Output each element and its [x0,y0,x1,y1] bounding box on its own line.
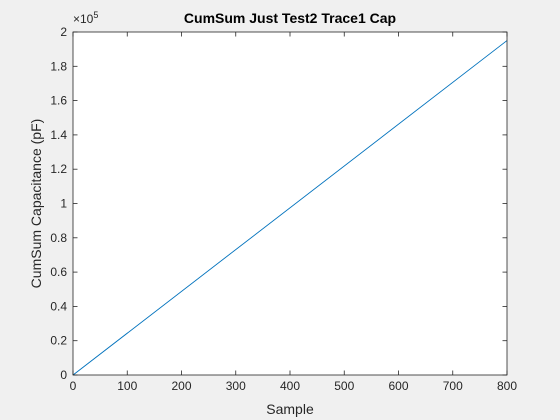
x-axis-ticks: 0 100 200 300 400 500 600 700 800 [70,32,517,393]
x-tick-label: 600 [388,379,408,393]
x-tick-label: 700 [443,379,463,393]
y-axis-title: CumSum Capacitance (pF) [28,119,44,289]
x-tick-label: 300 [226,379,246,393]
data-series-line [73,40,508,375]
x-tick-label: 200 [171,379,191,393]
y-tick-label: 1.2 [50,162,67,176]
y-axis-exponent-base: ×10 [73,12,94,26]
x-tick-label: 400 [280,379,300,393]
x-tick-label: 100 [117,379,137,393]
y-tick-label: 2 [60,25,67,39]
y-tick-label: 1.4 [50,128,67,142]
y-tick-label: 0.8 [50,231,67,245]
y-tick-label: 0.6 [50,265,67,279]
y-tick-label: 0.2 [50,334,67,348]
x-tick-label: 800 [497,379,517,393]
chart-title: CumSum Just Test2 Trace1 Cap [184,10,396,26]
y-tick-label: 1 [60,197,67,211]
x-axis-title: Sample [266,401,314,417]
y-axis-exponent: ×105 [73,10,98,26]
axes-background [73,32,507,375]
series-layer [73,40,508,375]
y-axis-ticks: 0 0.2 0.4 0.6 0.8 1 1.2 1.4 1.6 1.8 2 [50,25,507,382]
y-tick-label: 0 [60,368,67,382]
x-tick-label: 0 [70,379,77,393]
y-tick-label: 1.8 [50,59,67,73]
y-axis-exponent-power: 5 [93,10,98,20]
y-tick-label: 1.6 [50,94,67,108]
y-tick-label: 0.4 [50,299,67,313]
x-tick-label: 500 [334,379,354,393]
